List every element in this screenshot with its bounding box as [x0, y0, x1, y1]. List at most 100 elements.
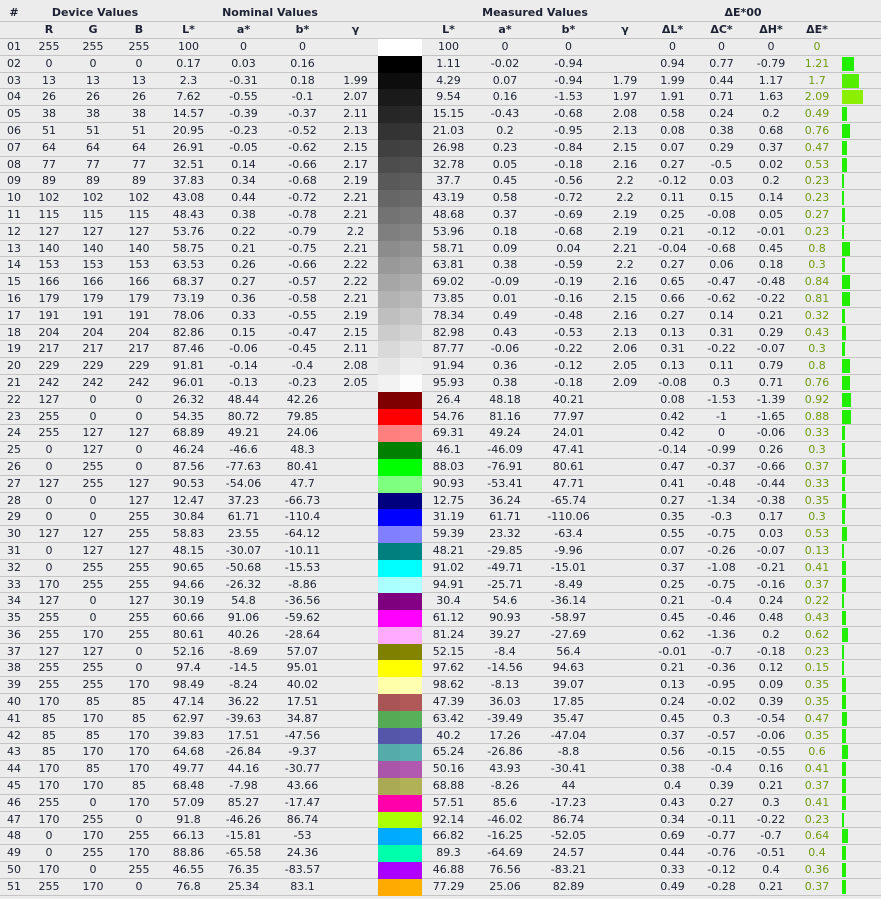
nominal-swatch: [378, 106, 400, 123]
measured-swatch: [400, 542, 422, 560]
cell-delta-h: 1.17: [758, 73, 784, 87]
cell-r: 85: [42, 745, 56, 759]
cell-r: 0: [45, 846, 53, 860]
table-row: 28 0 0 127 12.47 37.23 -66.73 12.75 36.24 -65.74 0…: [0, 492, 881, 510]
cell-measured-l: 1.11: [436, 56, 461, 70]
cell-delta-c: -0.48: [707, 476, 736, 490]
color-swatch: [378, 492, 422, 510]
cell-b: 85: [132, 779, 146, 793]
cell-measured-l: 26.98: [432, 140, 465, 154]
cell-measured-a: 0.37: [492, 207, 518, 221]
cell-nominal-b: 86.74: [286, 812, 319, 826]
table-row: 27 127 255 127 90.53 -54.06 47.7 90.93 -53.41 47.…: [0, 475, 881, 493]
cell-nominal-b: -0.66: [288, 258, 317, 272]
cell-delta-h: -0.06: [756, 728, 786, 742]
cell-measured-gamma: 2.13: [612, 123, 638, 137]
cell-r: 204: [38, 325, 60, 339]
table-row: 46 255 0 170 57.09 85.27 -17.47 57.51 85.6 -17.23…: [0, 794, 881, 812]
cell-b: 127: [128, 594, 150, 608]
cell-measured-b: -0.68: [554, 224, 583, 238]
cell-delta-c: -1.34: [707, 493, 736, 507]
table-row: 16 179 179 179 73.19 0.36 -0.58 2.21 73.85 0.01 -0…: [0, 290, 881, 308]
delta-e-bar: [842, 527, 848, 542]
cell-nominal-l: 2.3: [179, 73, 198, 87]
row-index: 26: [7, 459, 21, 473]
nominal-swatch: [378, 643, 400, 661]
cell-g: 127: [82, 224, 104, 238]
color-swatch: [378, 358, 422, 375]
cell-delta-c: 0.03: [709, 174, 734, 188]
cell-g: 242: [82, 375, 104, 389]
cell-delta-h: 0.21: [758, 879, 784, 893]
cell-b: 0: [135, 443, 143, 457]
cell-measured-a: 0.49: [492, 308, 518, 322]
cell-measured-gamma: [602, 761, 648, 777]
cell-b: 13: [132, 73, 146, 87]
cell-nominal-a: -0.31: [229, 73, 258, 87]
measured-swatch: [400, 156, 422, 174]
color-swatch: [378, 240, 422, 258]
cell-delta-l: 0.49: [660, 879, 685, 893]
measured-swatch: [400, 307, 422, 325]
cell-measured-gamma: [602, 593, 648, 609]
cell-nominal-l: 30.19: [172, 594, 205, 608]
color-swatch: [378, 744, 422, 762]
cell-g: 0: [89, 56, 97, 70]
row-index: 25: [7, 443, 21, 457]
cell-nominal-a: -0.14: [229, 359, 258, 373]
cell-delta-c: 0.15: [709, 191, 734, 205]
cell-delta-h: -0.55: [756, 745, 786, 759]
cell-delta-e: 0.23: [804, 644, 830, 658]
cell-nominal-b: -0.57: [288, 275, 317, 289]
cell-measured-b: -0.16: [554, 291, 583, 305]
cell-r: 64: [42, 140, 56, 154]
cell-measured-l: 37.7: [436, 174, 461, 188]
delta-e-bar: [842, 375, 850, 390]
cell-g: 0: [89, 409, 97, 423]
delta-e-bar: [842, 308, 846, 323]
cell-nominal-l: 94.66: [172, 577, 205, 591]
cell-nominal-b: -0.52: [288, 123, 317, 137]
measured-swatch: [400, 458, 422, 476]
cell-measured-b: 17.85: [552, 695, 585, 709]
row-index: 38: [7, 661, 21, 675]
cell-delta-h: 0.12: [758, 661, 784, 675]
nominal-swatch: [378, 442, 400, 459]
nominal-swatch: [378, 475, 400, 493]
color-swatch: [378, 694, 422, 711]
cell-b: 217: [128, 342, 150, 356]
cell-nominal-b: -110.4: [284, 510, 321, 524]
cell-delta-c: -1.36: [707, 627, 736, 641]
cell-delta-l: 0.62: [660, 627, 685, 641]
cell-delta-l: 0.25: [660, 207, 685, 221]
cell-b: 127: [128, 493, 150, 507]
cell-measured-a: 39.27: [489, 627, 521, 641]
cell-nominal-l: 90.65: [172, 560, 205, 574]
cell-delta-e: 0.3: [808, 342, 826, 356]
column-header-delta-e: ΔE*: [806, 23, 828, 36]
cell-measured-l: 30.4: [436, 594, 461, 608]
measured-swatch: [400, 492, 422, 510]
cell-b: 127: [128, 476, 150, 490]
cell-nominal-gamma: [333, 476, 378, 492]
cell-nominal-gamma: [333, 39, 378, 55]
cell-delta-c: -0.75: [707, 527, 736, 541]
cell-measured-b: -0.12: [554, 359, 583, 373]
table-row: 45 170 170 85 68.48 -7.98 43.66 68.88 -8.26 44 0.4…: [0, 778, 881, 795]
cell-measured-gamma: [602, 862, 648, 878]
cell-b: 140: [128, 241, 150, 255]
cell-r: 166: [38, 275, 60, 289]
measured-swatch: [400, 643, 422, 661]
cell-g: 255: [82, 459, 104, 473]
delta-e-bar: [842, 409, 851, 424]
cell-measured-b: 47.41: [552, 443, 585, 457]
nominal-swatch: [378, 89, 400, 107]
measured-swatch: [400, 39, 422, 56]
cell-nominal-a: 40.26: [227, 627, 260, 641]
cell-nominal-gamma: 2.13: [343, 123, 368, 137]
cell-delta-l: 0.94: [660, 56, 685, 70]
color-swatch: [378, 542, 422, 560]
table-row: 15 166 166 166 68.37 0.27 -0.57 2.22 69.02 -0.09 -…: [0, 274, 881, 291]
color-swatch: [378, 173, 422, 191]
cell-nominal-b: -0.62: [288, 140, 317, 154]
